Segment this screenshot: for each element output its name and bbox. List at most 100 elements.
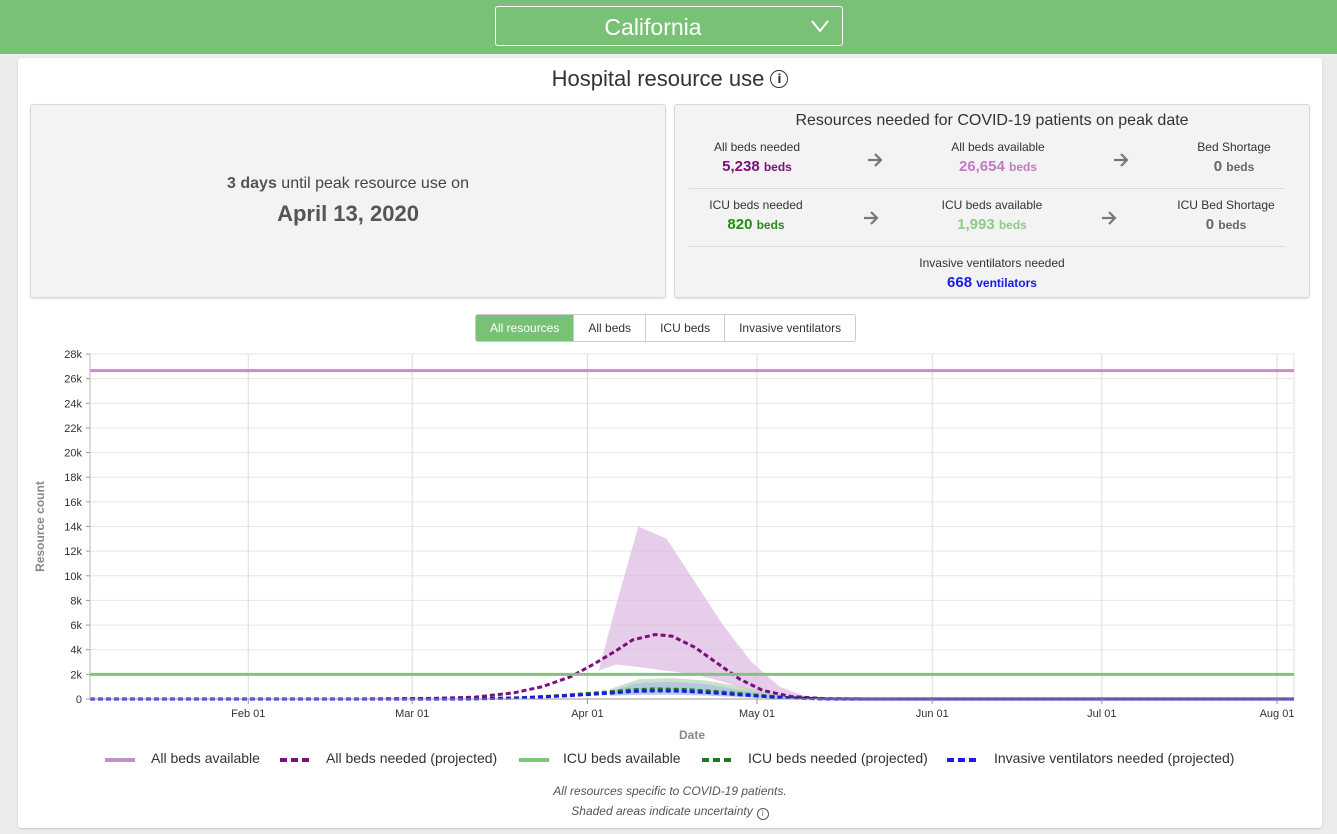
all-beds-available-label: All beds available [951, 140, 1045, 154]
icu-beds-needed: ICU beds needed 820 beds [666, 198, 846, 233]
y-tick-label: 28k [64, 349, 82, 361]
bed-shortage: Bed Shortage 0 beds [1144, 140, 1324, 175]
all-beds-needed-label: All beds needed [713, 140, 801, 154]
y-tick-label: 12k [64, 546, 82, 558]
value-number: 1,993 [957, 216, 995, 233]
arrow-right-icon [868, 153, 883, 167]
y-tick-label: 22k [64, 423, 82, 435]
legend-label: All beds available [151, 750, 260, 766]
ventilators-needed: Invasive ventilators needed 668 ventilat… [902, 256, 1082, 291]
value-number: 0 [1213, 158, 1223, 175]
all-beds-available: All beds available 26,654 beds [908, 140, 1088, 175]
note-text: Shaded areas indicate uncertainty [571, 804, 753, 818]
chart-axes: 0 2k 4k 6k 8k 10k 12k 14k 16k 18k 20k 22k 24k 26k 28k F… [64, 349, 1294, 720]
value-unit: beds [998, 218, 1027, 232]
legend-item-icu-beds-available[interactable]: ICU beds available [519, 750, 681, 766]
y-tick-label: 0 [76, 694, 82, 706]
y-tick-label: 8k [70, 595, 82, 607]
ventilators-needed-value: 668 ventilators [902, 274, 1082, 291]
icu-bed-shortage: ICU Bed Shortage 0 beds [1136, 198, 1316, 233]
resource-tabs: All resources All beds ICU beds Invasive… [475, 314, 857, 342]
legend-item-icu-beds-needed[interactable]: ICU beds needed (projected) [702, 750, 928, 766]
value-number: 0 [1205, 216, 1215, 233]
value-number: 5,238 [722, 158, 760, 175]
icu-beds-available-value: 1,993 beds [902, 216, 1082, 233]
peak-days-text: until peak resource use on [281, 175, 469, 192]
peak-date: April 13, 2020 [277, 201, 419, 226]
legend-swatch [105, 758, 135, 762]
x-tick-label: Apr 01 [571, 708, 603, 720]
chart-legend: All beds available All beds needed (proj… [18, 750, 1322, 774]
icu-beds-available: ICU beds available 1,993 beds [902, 198, 1082, 233]
tab-all-resources[interactable]: All resources [476, 315, 574, 341]
x-axis-label: Date [679, 728, 705, 742]
legend-swatch [702, 758, 732, 762]
arrow-right-icon [1114, 153, 1129, 167]
y-tick-label: 6k [70, 620, 82, 632]
bed-shortage-value: 0 beds [1144, 158, 1324, 175]
legend-item-all-beds-available[interactable]: All beds available [105, 750, 260, 766]
tab-all-beds[interactable]: All beds [573, 315, 646, 341]
legend-swatch [280, 758, 310, 762]
x-tick-label: Feb 01 [231, 708, 265, 720]
arrow-right-icon [864, 211, 879, 225]
value-unit: beds [756, 218, 785, 232]
all-beds-needed-value: 5,238 beds [667, 158, 847, 175]
y-tick-label: 18k [64, 472, 82, 484]
y-tick-label: 24k [64, 398, 82, 410]
y-tick-label: 16k [64, 497, 82, 509]
bed-shortage-label: Bed Shortage [1197, 140, 1271, 154]
arrow-right-icon [1102, 211, 1117, 225]
page-title: Hospital resource use i [18, 66, 1322, 92]
y-tick-label: 2k [70, 669, 82, 681]
resources-title: Resources needed for COVID-19 patients o… [795, 112, 1189, 129]
chevron-down-icon [811, 20, 829, 33]
peak-days-value: 3 days [227, 175, 277, 192]
state-select-value: California [604, 14, 702, 40]
x-tick-label: Aug 01 [1260, 708, 1295, 720]
y-tick-label: 26k [64, 374, 82, 386]
resources-needed-card: Resources needed for COVID-19 patients o… [674, 104, 1310, 298]
uncertainty-band [598, 526, 808, 699]
divider [689, 188, 1285, 189]
y-tick-label: 20k [64, 448, 82, 460]
state-select[interactable]: California [495, 6, 843, 46]
icu-bed-shortage-value: 0 beds [1136, 216, 1316, 233]
value-number: 26,654 [958, 158, 1005, 175]
legend-swatch [519, 758, 549, 762]
peak-date-card: 3 days until peak resource use on April … [30, 104, 666, 298]
legend-label: Invasive ventilators needed (projected) [994, 750, 1235, 766]
peak-countdown: 3 days until peak resource use on [31, 175, 665, 193]
legend-label: ICU beds available [563, 750, 681, 766]
icu-beds-available-label: ICU beds available [941, 198, 1043, 212]
hospital-resource-panel: Hospital resource use i 3 days until peak… [18, 58, 1322, 828]
icu-beds-needed-value: 820 beds [666, 216, 846, 233]
y-tick-label: 4k [70, 645, 82, 657]
x-tick-label: Jul 01 [1087, 708, 1116, 720]
x-tick-label: Mar 01 [395, 708, 429, 720]
info-icon[interactable]: i [770, 70, 789, 88]
chart-note-uncertainty: Shaded areas indicate uncertainty i [18, 804, 1322, 820]
value-unit: beds [1226, 160, 1255, 174]
info-icon[interactable]: i [756, 808, 769, 820]
chart-series [90, 369, 1294, 701]
value-unit: ventilators [976, 276, 1037, 290]
tab-icu-beds[interactable]: ICU beds [645, 315, 725, 341]
value-unit: beds [1218, 218, 1247, 232]
x-tick-label: Jun 01 [916, 708, 949, 720]
divider [689, 246, 1285, 247]
resource-chart[interactable]: 0 2k 4k 6k 8k 10k 12k 14k 16k 18k 20k 22k 24k 26k 28k F… [30, 344, 1310, 814]
y-axis-label: Resource count [33, 481, 47, 572]
ventilators-needed-label: Invasive ventilators needed [919, 256, 1065, 270]
tab-invasive-ventilators[interactable]: Invasive ventilators [724, 315, 856, 341]
legend-swatch [947, 758, 977, 762]
icu-bed-shortage-label: ICU Bed Shortage [1177, 198, 1275, 212]
legend-item-all-beds-needed[interactable]: All beds needed (projected) [280, 750, 497, 766]
top-bar: California [0, 0, 1337, 54]
x-tick-label: May 01 [739, 708, 775, 720]
icu-beds-needed-label: ICU beds needed [709, 198, 803, 212]
y-tick-label: 14k [64, 522, 82, 534]
legend-item-ventilators-needed[interactable]: Invasive ventilators needed (projected) [947, 750, 1234, 766]
all-beds-needed: All beds needed 5,238 beds [667, 140, 847, 175]
legend-label: ICU beds needed (projected) [748, 750, 928, 766]
